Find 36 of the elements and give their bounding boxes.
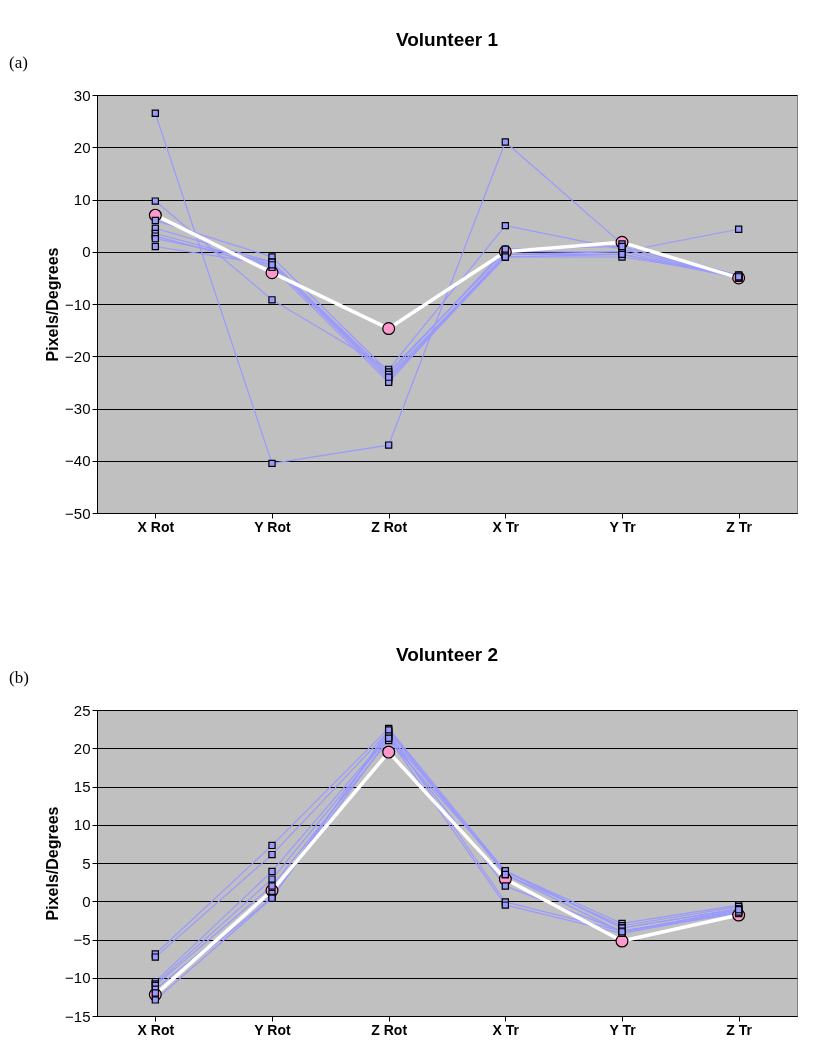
x-tick-label: Z Rot xyxy=(371,1021,408,1038)
y-tick-label: −40 xyxy=(65,452,91,470)
y-axis-title: Pixels/Degrees xyxy=(44,247,62,362)
y-tick-label: 5 xyxy=(82,854,91,872)
y-tick-label: −50 xyxy=(65,504,91,522)
y-tick-label: 0 xyxy=(82,892,91,910)
y-tick-label: −20 xyxy=(65,347,91,365)
x-tick-label: Z Rot xyxy=(371,518,408,535)
x-tick-label: Y Rot xyxy=(254,518,291,535)
text: (b) xyxy=(9,668,29,687)
y-axis-title: Pixels/Degrees xyxy=(44,806,62,921)
x-tick-label: X Tr xyxy=(492,1021,520,1038)
y-tick-label: 30 xyxy=(73,86,91,104)
y-tick-label: 0 xyxy=(82,243,91,261)
x-tick-label: Z Tr xyxy=(726,1021,753,1038)
y-tick-label: 10 xyxy=(73,816,91,834)
x-tick-label: Y Tr xyxy=(609,1021,637,1038)
y-tick-label: 15 xyxy=(73,778,91,795)
y-tick-label: 25 xyxy=(73,701,91,719)
text: (a) xyxy=(9,53,28,72)
y-tick-label: −5 xyxy=(73,931,91,948)
x-tick-label: Y Rot xyxy=(254,1021,291,1038)
x-tick-label: X Rot xyxy=(137,1021,175,1038)
chart-title: Volunteer 1 xyxy=(395,29,499,50)
y-tick-label: 20 xyxy=(73,739,91,757)
x-tick-label: X Rot xyxy=(137,518,175,535)
x-tick-label: Y Tr xyxy=(609,518,637,535)
chart-title: Volunteer 2 xyxy=(395,644,499,665)
y-tick-label: −30 xyxy=(65,400,91,417)
y-tick-label: −10 xyxy=(65,295,91,313)
y-tick-label: 10 xyxy=(73,191,91,208)
y-tick-label: −10 xyxy=(65,969,91,987)
y-tick-label: −15 xyxy=(65,1007,91,1025)
x-tick-label: X Tr xyxy=(492,518,520,535)
x-tick-label: Z Tr xyxy=(726,518,753,535)
y-tick-label: 20 xyxy=(73,138,91,156)
